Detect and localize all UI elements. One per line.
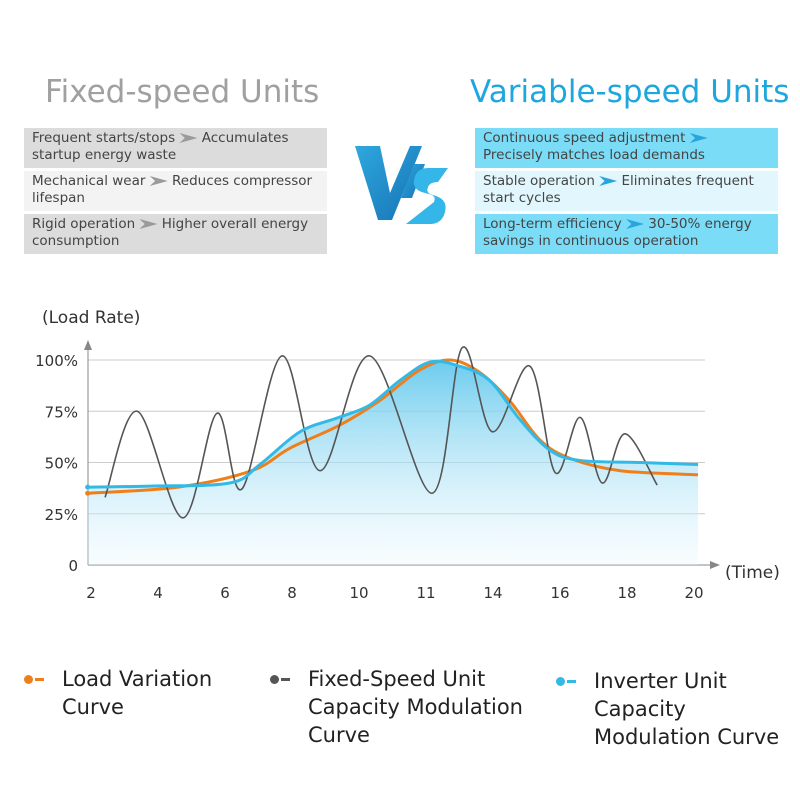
gray-marker-icon bbox=[270, 665, 290, 693]
inverter-line-start-point bbox=[85, 484, 91, 490]
load-variation-line-start-point bbox=[85, 490, 91, 496]
arrow-icon bbox=[599, 176, 618, 186]
arrow-icon bbox=[139, 219, 158, 229]
list-item: Continuous speed adjustment Precisely ma… bbox=[475, 128, 778, 168]
x-tick-label: 10 bbox=[349, 584, 368, 602]
arrow-icon bbox=[179, 133, 198, 143]
x-tick-label: 18 bbox=[617, 584, 636, 602]
y-tick-label: 0 bbox=[68, 557, 78, 575]
inverter-line bbox=[87, 359, 699, 489]
y-axis-arrow-icon bbox=[84, 340, 92, 350]
x-tick-label: 16 bbox=[550, 584, 569, 602]
legend-inverter: Inverter Unit Capacity Modulation Curve bbox=[556, 667, 794, 751]
y-tick-label: 50% bbox=[45, 455, 78, 473]
y-tick-label: 75% bbox=[45, 403, 78, 421]
vs-logo bbox=[355, 146, 448, 224]
variable-speed-list: Continuous speed adjustment Precisely ma… bbox=[475, 128, 778, 254]
list-item: Frequent starts/stops Accumulates startu… bbox=[24, 128, 327, 168]
list-item: Rigid operation Higher overall energy co… bbox=[24, 214, 327, 254]
x-tick-label: 11 bbox=[416, 584, 435, 602]
x-tick-label: 14 bbox=[483, 584, 502, 602]
y-axis-label: (Load Rate) bbox=[42, 308, 140, 328]
x-tick-label: 6 bbox=[220, 584, 230, 602]
orange-marker-icon bbox=[24, 665, 44, 693]
x-tick-label: 4 bbox=[153, 584, 163, 602]
y-tick-label: 100% bbox=[35, 352, 78, 370]
x-tick-label: 8 bbox=[287, 584, 297, 602]
list-item: Mechanical wear Reduces compressor lifes… bbox=[24, 171, 327, 211]
fixed-speed-list: Frequent starts/stops Accumulates startu… bbox=[24, 128, 327, 254]
list-item: Stable operation Eliminates frequent sta… bbox=[475, 171, 778, 211]
x-tick-label: 2 bbox=[86, 584, 96, 602]
legend-load: Load Variation Curve bbox=[24, 665, 232, 721]
x-tick-label: 20 bbox=[684, 584, 703, 602]
x-axis-label: (Time) bbox=[725, 563, 780, 583]
fixed-speed-title: Fixed-speed Units bbox=[45, 74, 320, 110]
fixed-speed-line bbox=[104, 346, 658, 519]
y-tick-label: 25% bbox=[45, 506, 78, 524]
arrow-icon bbox=[689, 133, 708, 143]
arrow-icon bbox=[149, 176, 168, 186]
inverter-area-fill bbox=[87, 361, 699, 565]
load-rate-chart: (Load Rate) (Time) 0 25% 50% 75% 100% 2 4 6 8 10 11 1… bbox=[35, 308, 780, 602]
cyan-marker-icon bbox=[556, 667, 576, 695]
variable-speed-title: Variable-speed Units bbox=[470, 74, 790, 110]
legend-fixed: Fixed-Speed Unit Capacity Modulation Cur… bbox=[270, 665, 538, 749]
list-item: Long-term efficiency 30-50% energy savin… bbox=[475, 214, 778, 254]
arrow-icon bbox=[626, 219, 644, 229]
x-axis-arrow-icon bbox=[710, 561, 720, 569]
